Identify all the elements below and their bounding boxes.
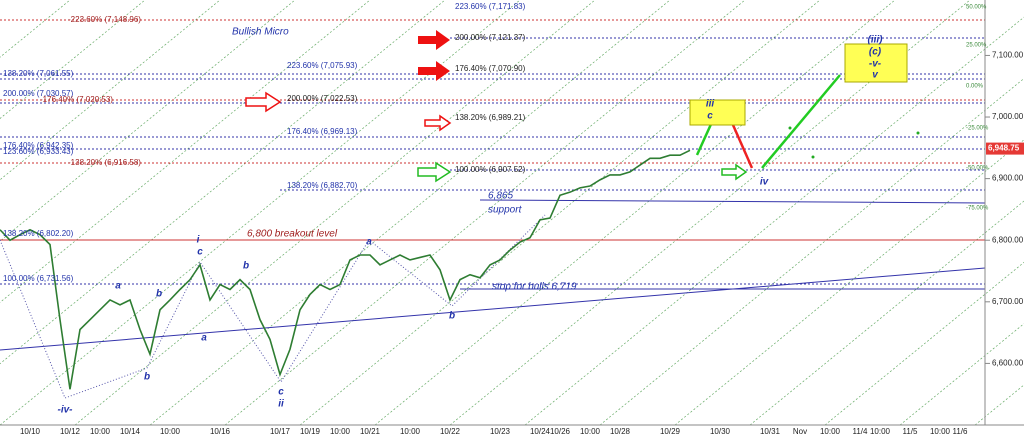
x-tick-label: 10/14 bbox=[120, 427, 141, 436]
y-tick-label: 7,100.00 bbox=[992, 51, 1024, 60]
annotation: 138.20% (6,989.21) bbox=[455, 113, 526, 122]
x-tick-label: 10/28 bbox=[610, 427, 631, 436]
y-tick-label: 6,600.00 bbox=[992, 359, 1024, 368]
wave-label: (iii) bbox=[868, 35, 884, 46]
fan-label: 50.00% bbox=[966, 5, 987, 11]
x-tick-label: 10:00 bbox=[330, 427, 351, 436]
fan-label: 0.00% bbox=[966, 84, 984, 90]
x-tick-label: 10:00 bbox=[160, 427, 181, 436]
annotation: 100.00% (6,907.52) bbox=[455, 165, 526, 174]
x-tick-label: 10/29 bbox=[660, 427, 681, 436]
y-tick-label: 6,700.00 bbox=[992, 297, 1024, 306]
annotation: 223.60% (7,075.93) bbox=[287, 61, 358, 70]
wave-label: b bbox=[449, 311, 455, 322]
wave-label: b bbox=[144, 372, 150, 383]
projection bbox=[689, 43, 920, 169]
x-tick-label: 10:00 bbox=[930, 427, 951, 436]
wave-label: c bbox=[278, 387, 284, 398]
annotation: 223.60% (7,171.83) bbox=[455, 2, 526, 11]
x-tick-label: 11/4 bbox=[853, 427, 869, 436]
y-tick-label: 6,900.00 bbox=[992, 174, 1024, 183]
fan-label: 25.00% bbox=[966, 43, 987, 49]
annotation: -176.40% (7,020.53) bbox=[40, 95, 113, 104]
wave-label: i bbox=[197, 235, 200, 246]
annotation: 138.20% (6,882.70) bbox=[287, 181, 358, 190]
annotation: 6,865 bbox=[488, 191, 513, 202]
x-tick-label: 10/21 bbox=[360, 427, 381, 436]
wave-label: a bbox=[366, 237, 372, 248]
annotation: Bullish Micro bbox=[232, 27, 289, 38]
wave-label: (c) bbox=[869, 47, 882, 58]
x-tick-label: 11/5 bbox=[903, 427, 919, 436]
x-tick-label: 10:00 bbox=[870, 427, 891, 436]
last-price-box bbox=[986, 142, 1024, 155]
x-tick-label: 10/23 bbox=[490, 427, 511, 436]
x-tick-label: 10/26 bbox=[550, 427, 571, 436]
annotation: 138.20% (6,802.20) bbox=[3, 229, 74, 238]
arrows bbox=[245, 30, 748, 183]
x-tick-label: 10/24 bbox=[530, 427, 551, 436]
wave-label: iv bbox=[760, 177, 770, 188]
annotation: 176.40% (6,969.13) bbox=[287, 127, 358, 136]
annotation: 200.00% (7,022.53) bbox=[287, 94, 358, 103]
wave-label: v bbox=[872, 70, 879, 81]
wave-label: b bbox=[243, 261, 249, 272]
wave-label: iii bbox=[706, 99, 715, 110]
x-tick-label: 10:00 bbox=[90, 427, 111, 436]
x-tick-label: 10/19 bbox=[300, 427, 321, 436]
price-line bbox=[0, 149, 691, 390]
plot bbox=[0, 149, 691, 390]
wave-label: -v- bbox=[869, 59, 882, 70]
x-tick-label: 11/6 bbox=[953, 427, 969, 436]
fan-label: -75.00% bbox=[966, 206, 989, 212]
x-tick-label: 10:00 bbox=[580, 427, 601, 436]
wave-label: ii bbox=[278, 399, 284, 410]
annotation: 6,800 breakout level bbox=[247, 229, 338, 240]
annotation: 138.20% (7,061.55) bbox=[3, 69, 74, 78]
x-tick-label: 10/10 bbox=[20, 427, 41, 436]
x-tick-label: 10:00 bbox=[400, 427, 421, 436]
x-tick-label: 10/22 bbox=[440, 427, 461, 436]
wave-label: c bbox=[707, 111, 713, 122]
annotation: 176.40% (6,942.35) bbox=[3, 141, 74, 150]
fan-label: -25.00% bbox=[966, 126, 989, 132]
annotation: -223.60% (7,148.96) bbox=[68, 15, 141, 24]
x-tick-label: Nov bbox=[793, 427, 807, 436]
wave-label: -iv- bbox=[58, 405, 74, 416]
y-tick-label: 7,000.00 bbox=[992, 112, 1024, 121]
wave-label: a bbox=[201, 333, 207, 344]
annotation: 100.00% (6,731.56) bbox=[3, 274, 74, 283]
annotation: 200.00% (7,121.37) bbox=[455, 33, 526, 42]
x-tick-label: 10/12 bbox=[60, 427, 81, 436]
annotation: support bbox=[488, 205, 523, 216]
last-price-label: 6,948.75 bbox=[988, 144, 1020, 153]
annotation: 176.40% (7,070.90) bbox=[455, 64, 526, 73]
y-tick-label: 6,800.00 bbox=[992, 235, 1024, 244]
fan-label: -50.00% bbox=[966, 166, 989, 172]
x-tick-label: 10:00 bbox=[820, 427, 841, 436]
annotation: 123.60% (6,933.43) bbox=[3, 147, 74, 156]
x-tick-label: 10/31 bbox=[760, 427, 781, 436]
wave-label: c bbox=[197, 247, 203, 258]
x-tick-label: 10/16 bbox=[210, 427, 231, 436]
x-tick-label: 10/30 bbox=[710, 427, 731, 436]
x-tick-label: 10/17 bbox=[270, 427, 291, 436]
wave-label: a bbox=[115, 281, 121, 292]
levels bbox=[0, 19, 986, 399]
wave-label: b bbox=[156, 289, 162, 300]
annotation: 200.00% (7,030.57) bbox=[3, 89, 74, 98]
annotation: stop for bulls 6,719 bbox=[492, 282, 577, 293]
annotation: -138.20% (6,916.58) bbox=[68, 158, 141, 167]
